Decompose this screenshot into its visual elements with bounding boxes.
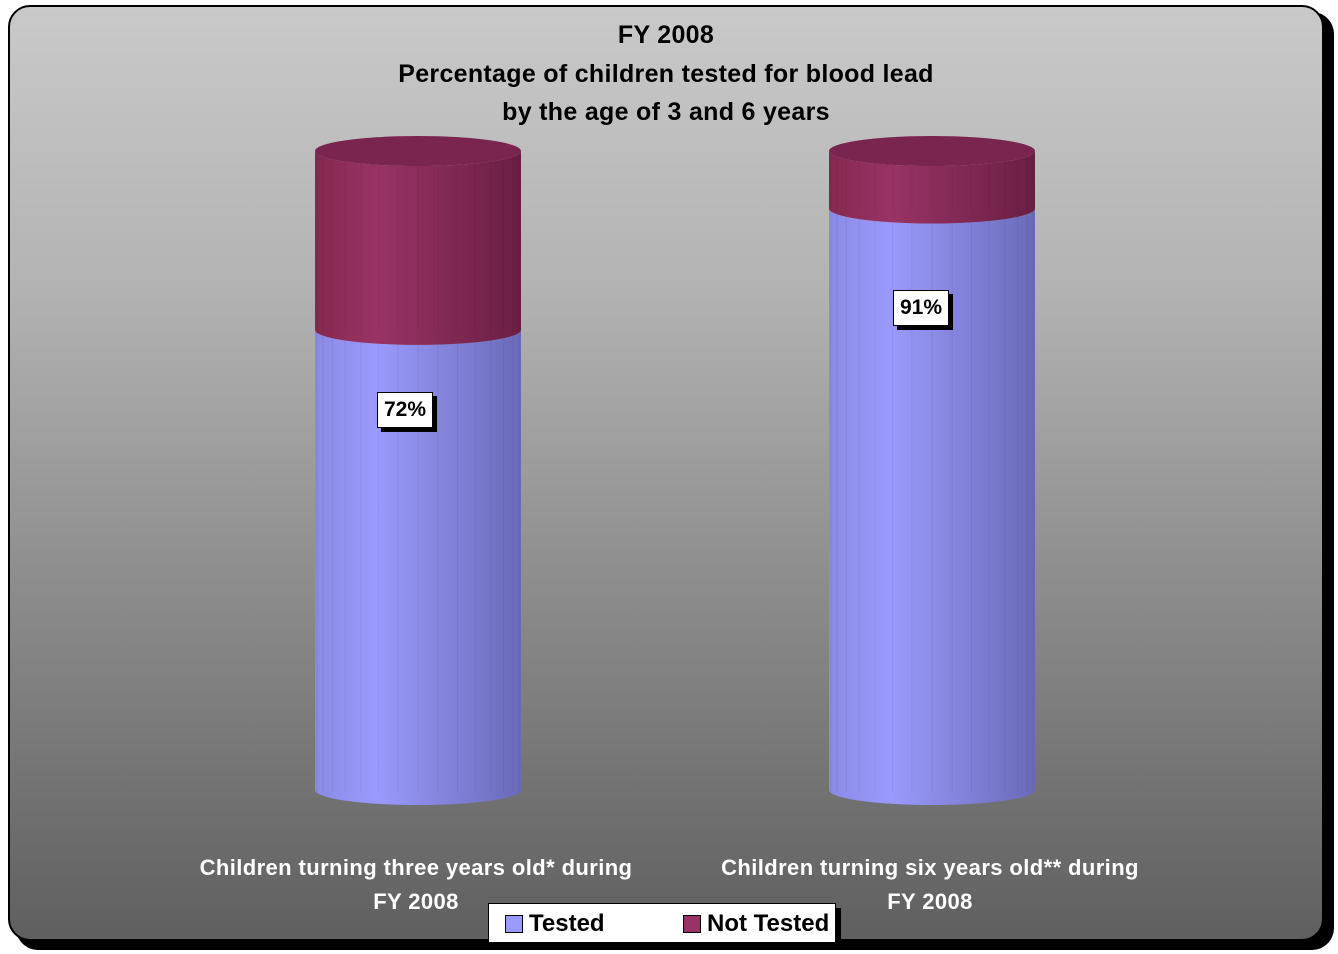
category-label-three-years-line-2: FY 2008 xyxy=(373,889,459,914)
category-label-six-years-line-1: Children turning six years old** during xyxy=(721,855,1139,880)
legend-swatch-not-tested xyxy=(683,915,701,933)
chart-frame: FY 2008 Percentage of children tested fo… xyxy=(8,5,1324,941)
bar-segment-tested-2 xyxy=(829,208,1035,805)
legend-label-not-tested: Not Tested xyxy=(707,910,830,937)
category-label-six-years-line-2: FY 2008 xyxy=(887,889,973,914)
chart-legend: Tested Not Tested xyxy=(488,903,836,943)
cylinder-bar-1 xyxy=(315,136,521,805)
legend-label-tested: Tested xyxy=(529,910,605,937)
bar-segment-tested-1 xyxy=(315,329,521,805)
data-label-six-years: 91% xyxy=(893,290,950,326)
legend-item-tested: Tested xyxy=(505,910,605,938)
chart-title-line-3: by the age of 3 and 6 years xyxy=(502,98,830,126)
bar-segment-not-tested-2 xyxy=(829,151,1035,224)
cylinder-top-cap-1 xyxy=(315,136,521,166)
legend-swatch-tested xyxy=(505,915,523,933)
category-label-three-years: Children turning three years old* during… xyxy=(156,851,676,919)
category-label-six-years: Children turning six years old** during … xyxy=(670,851,1190,919)
category-label-three-years-line-1: Children turning three years old* during xyxy=(199,855,633,880)
legend-item-not-tested: Not Tested xyxy=(683,910,829,938)
data-label-three-years: 72% xyxy=(377,392,434,428)
chart-title-line-1: FY 2008 xyxy=(617,21,715,49)
cylinder-bar-2 xyxy=(829,136,1035,805)
chart-title-line-2: Percentage of children tested for blood … xyxy=(398,60,934,88)
cylinder-top-cap-2 xyxy=(829,136,1035,166)
bar-segment-not-tested-1 xyxy=(315,151,521,345)
chart-plot xyxy=(315,136,1035,805)
